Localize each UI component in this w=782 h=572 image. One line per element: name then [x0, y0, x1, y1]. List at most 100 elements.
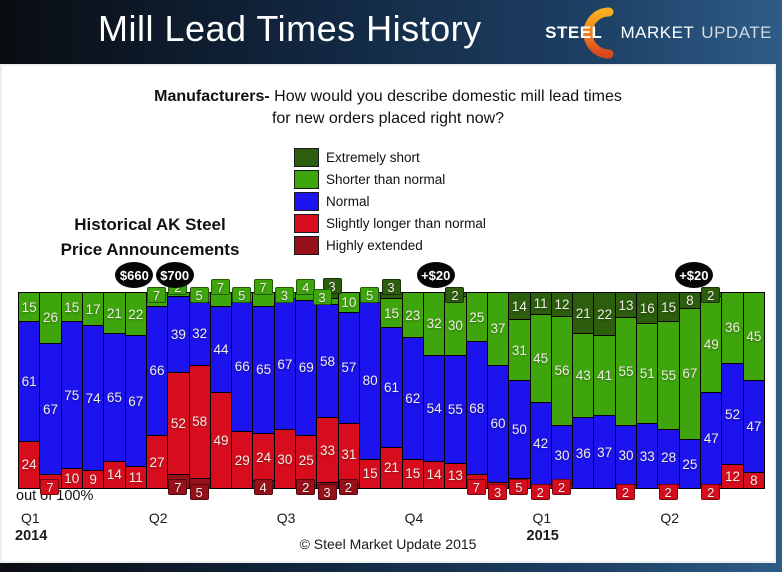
bar-segment-normal: 68: [465, 341, 488, 476]
bar-value-label: 45: [746, 329, 762, 345]
bar-segment-slightly_longer_than_normal: 24: [18, 440, 41, 489]
price-badge: $660: [115, 262, 154, 288]
bar-segment-slightly_longer_than_normal: 9: [81, 470, 105, 489]
page-title: Mill Lead Times History: [98, 8, 482, 49]
bar-value-tab: 2: [658, 484, 678, 500]
bar-value-label: 26: [42, 310, 58, 326]
bar-segment-extremely_short: 12: [550, 292, 574, 317]
bar-value-label: 36: [725, 320, 741, 336]
bar-segment-slightly_longer_than_normal: 15: [401, 458, 424, 489]
bar-segment-shorter_than_normal: 55: [614, 317, 638, 427]
bar-value-label: 11: [533, 295, 548, 311]
bar-value-label: 25: [682, 456, 698, 472]
bar-value-tab: 3: [274, 287, 294, 303]
bar-segment-shorter_than_normal: 56: [550, 315, 574, 427]
bar-value-tab: 2: [701, 484, 721, 500]
bar-value-tab: 4: [253, 479, 273, 495]
bar-segment-normal: 65: [252, 305, 275, 435]
bar-segment-shorter_than_normal: 22: [124, 292, 147, 337]
bar-value-label: 10: [64, 471, 80, 487]
bar-value-label: 10: [341, 294, 357, 310]
bar-value-label: 33: [320, 442, 336, 458]
bar-segment-shorter_than_normal: 32: [422, 292, 446, 356]
legend: Extremely short Shorter than normal Normal…: [294, 146, 486, 256]
bar-value-label: 61: [383, 380, 399, 396]
bar-value-tab: 3: [488, 484, 508, 500]
bar-value-label: 80: [362, 373, 378, 389]
bar-value-label: 15: [21, 299, 37, 315]
bar-value-label: 56: [554, 363, 570, 379]
bar-segment-slightly_longer_than_normal: 52: [167, 372, 190, 476]
bar-value-tab: 3: [312, 289, 332, 305]
bar-value-label: 32: [426, 316, 442, 332]
bar-value-label: 61: [21, 374, 37, 390]
x-axis-quarter-label: Q1: [532, 510, 552, 526]
bar-segment-slightly_longer_than_normal: 24: [252, 433, 275, 482]
bar-value-label: 39: [170, 327, 186, 343]
bar-value-label: 66: [234, 359, 250, 375]
bar-value-label: 24: [256, 449, 272, 465]
bar-value-label: 30: [447, 318, 463, 334]
bar-value-tab: 3: [317, 484, 337, 500]
bar-value-label: 30: [554, 447, 570, 463]
bar-segment-normal: 33: [636, 423, 659, 489]
bar-value-label: 15: [383, 305, 399, 321]
bar-value-label: 43: [575, 368, 591, 384]
ak-steel-annotation-line1: Historical AK Steel: [74, 215, 226, 234]
bar-segment-normal: 32: [188, 301, 211, 366]
bar-segment-slightly_longer_than_normal: 31: [337, 423, 361, 486]
legend-item-shorter_than_normal: Shorter than normal: [294, 168, 486, 190]
bar-value-tab: 2: [530, 484, 550, 500]
bar-value-label: 11: [128, 470, 143, 486]
bar-segment-normal: 80: [359, 301, 382, 460]
bar-segment-slightly_longer_than_normal: 27: [145, 435, 169, 489]
legend-swatch-normal: [294, 191, 319, 211]
bar-value-label: 47: [746, 419, 762, 435]
bar-segment-normal: 47: [700, 391, 723, 486]
bar-segment-shorter_than_normal: 15: [380, 297, 403, 329]
bar-segment-normal: 74: [81, 325, 105, 472]
bar-value-label: 57: [341, 360, 357, 376]
bar-value-label: 67: [277, 356, 293, 372]
bar-value-label: 36: [575, 445, 591, 461]
bar-value-tab: 5: [189, 287, 209, 303]
bar-segment-normal: 30: [614, 425, 638, 486]
bar-value-label: 13: [618, 297, 634, 313]
bar-value-tab: 2: [338, 479, 358, 495]
logo-market: MARKET: [620, 23, 695, 42]
bar-value-label: 68: [469, 400, 485, 416]
bar-segment-shorter_than_normal: 41: [593, 335, 616, 417]
legend-swatch-highly_extended: [294, 235, 319, 255]
copyright-note: © Steel Market Update 2015: [299, 536, 477, 552]
bar-segment-extremely_short: 15: [657, 292, 680, 323]
bar-segment-normal: 61: [18, 321, 41, 442]
bar-value-tab: 2: [701, 287, 721, 303]
bar-segment-extremely_short: 16: [636, 292, 659, 325]
bar-segment-slightly_longer_than_normal: 15: [359, 458, 382, 489]
bar-value-label: 49: [213, 432, 229, 448]
bar-value-label: 47: [703, 431, 719, 446]
bar-segment-shorter_than_normal: 43: [572, 333, 595, 419]
bar-value-label: 8: [750, 473, 758, 489]
survey-question-lead: Manufacturers-: [154, 88, 270, 105]
bar-segment-normal: 69: [295, 299, 318, 437]
bar-value-tab: 2: [552, 479, 571, 495]
bar-value-label: 67: [128, 393, 144, 409]
bar-segment-normal: 30: [550, 425, 574, 486]
bar-value-label: 44: [213, 341, 229, 357]
survey-question-line2: for new orders placed right now?: [271, 110, 505, 127]
bar-segment-slightly_longer_than_normal: 8: [742, 472, 765, 489]
price-badge: +$20: [674, 262, 713, 288]
bar-segment-shorter_than_normal: 10: [337, 292, 361, 313]
bar-value-tab: 7: [40, 479, 60, 495]
bar-value-label: 67: [42, 401, 58, 417]
bar-value-tab: 5: [360, 287, 380, 303]
bar-segment-normal: 65: [103, 333, 126, 462]
bar-segment-normal: 39: [167, 295, 190, 374]
bar-segment-shorter_than_normal: 45: [529, 313, 552, 403]
bar-segment-normal: 67: [39, 342, 62, 476]
bar-segment-slightly_longer_than_normal: 12: [721, 464, 744, 489]
bar-value-label: 51: [639, 366, 655, 382]
bar-segment-shorter_than_normal: 36: [721, 292, 744, 364]
bar-segment-shorter_than_normal: 31: [508, 319, 531, 382]
